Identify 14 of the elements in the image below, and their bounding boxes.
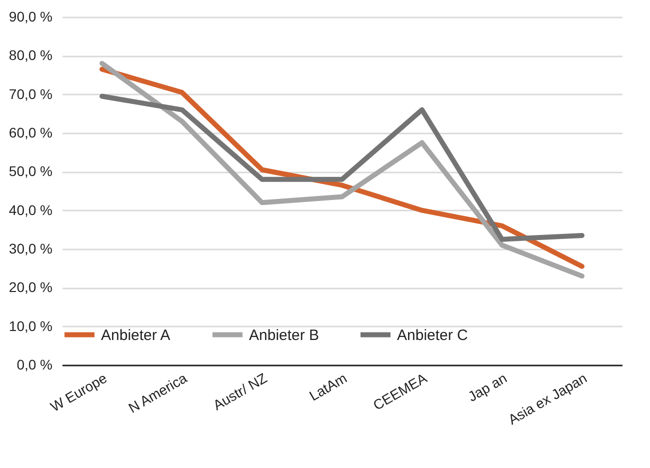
y-tick-label: 60,0 % <box>8 124 52 140</box>
y-tick-label: 50,0 % <box>8 163 52 180</box>
y-tick-label: 40,0 % <box>8 202 52 218</box>
y-tick-label: 70,0 % <box>8 86 52 102</box>
legend-label: Anbieter C <box>397 326 468 344</box>
y-tick-label: 90,0 % <box>8 8 52 24</box>
x-tick-label: Jap an <box>465 370 510 405</box>
y-tick-label: 0,0 % <box>16 356 52 372</box>
legend-label: Anbieter B <box>249 326 320 344</box>
y-tick-label: 10,0 % <box>8 318 52 334</box>
y-tick-label: 30,0 % <box>8 240 52 256</box>
y-tick-label: 80,0 % <box>8 47 52 64</box>
y-tick-label: 20,0 % <box>8 279 52 296</box>
legend-label: Anbieter A <box>101 326 170 344</box>
